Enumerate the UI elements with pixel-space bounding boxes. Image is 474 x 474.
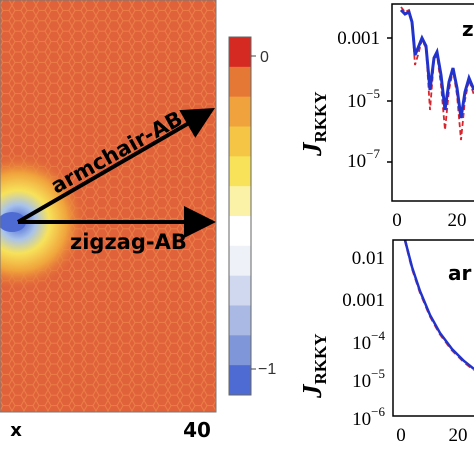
bottom-ytick-5: 10−6 bbox=[352, 404, 385, 430]
top-ytick-2-exp: −5 bbox=[366, 86, 380, 101]
bottom-ytick-4-base: 10 bbox=[352, 371, 371, 392]
top-xtick-0: 0 bbox=[392, 210, 402, 231]
bottom-ylabel-main: J bbox=[297, 383, 327, 399]
colorbar-cell bbox=[229, 275, 251, 306]
colorbar-cell bbox=[229, 305, 251, 336]
bottom-ytick-2: 0.001 bbox=[342, 290, 385, 311]
colorbar-cell bbox=[229, 216, 251, 247]
colorbar-cell bbox=[229, 37, 251, 68]
top-ytick-3-base: 10 bbox=[347, 151, 366, 172]
bottom-xtick-20: 20 bbox=[449, 425, 468, 446]
colorbar-cell bbox=[229, 335, 251, 366]
top-ytick-1: 0.001 bbox=[337, 28, 380, 49]
heatmap-x-tick-left: x bbox=[10, 420, 22, 441]
bottom-blue-curve bbox=[403, 239, 474, 370]
bottom-ytick-1: 0.01 bbox=[352, 248, 385, 269]
colorbar-frame bbox=[228, 36, 252, 396]
bottom-plot: JRKKY 0.01 0.001 10−4 10−5 10−6 0 20 ar bbox=[297, 239, 474, 446]
top-ytick-2-base: 10 bbox=[347, 91, 366, 112]
colorbar-tick-top: 0 bbox=[260, 49, 269, 66]
bottom-ytick-5-base: 10 bbox=[352, 409, 371, 430]
bottom-ylabel: JRKKY bbox=[297, 334, 330, 400]
top-ytick-3-exp: −7 bbox=[366, 146, 380, 161]
colorbar-cell bbox=[229, 66, 251, 98]
colorbar-cell bbox=[229, 186, 251, 217]
bottom-ytick-4-exp: −5 bbox=[371, 366, 385, 381]
bottom-ytick-3-exp: −4 bbox=[371, 328, 385, 343]
top-xtick-20: 20 bbox=[448, 210, 467, 231]
heatmap-frame bbox=[0, 0, 217, 413]
bottom-red-dashed-curve bbox=[403, 239, 474, 371]
colorbar-cell bbox=[229, 126, 251, 157]
top-ylabel-sub: RKKY bbox=[311, 92, 330, 143]
bottom-ytick-3-base: 10 bbox=[352, 333, 371, 354]
top-ytick-3: 10−7 bbox=[347, 146, 380, 172]
armchair-arrow bbox=[16, 107, 215, 224]
top-corner-label: z bbox=[462, 17, 474, 41]
bottom-ytick-4: 10−5 bbox=[352, 366, 385, 392]
top-blue-curve bbox=[399, 8, 474, 119]
colorbar-cell bbox=[229, 245, 251, 277]
colorbar-cell bbox=[229, 96, 251, 127]
bottom-ytick-3: 10−4 bbox=[352, 328, 385, 354]
bottom-ylabel-sub: RKKY bbox=[311, 334, 330, 385]
bottom-xtick-0: 0 bbox=[396, 425, 406, 446]
colorbar-cell bbox=[229, 365, 251, 396]
heatmap-panel: armchair-AB zigzag-AB bbox=[0, 0, 217, 413]
colorbar: 0 −1 bbox=[228, 36, 276, 396]
zigzag-label: zigzag-AB bbox=[70, 230, 187, 254]
heatmap-x-tick-right: 40 bbox=[183, 418, 211, 442]
colorbar-tick-bottom: −1 bbox=[258, 361, 276, 378]
top-ytick-2: 10−5 bbox=[347, 86, 380, 112]
bottom-ytick-5-exp: −6 bbox=[371, 404, 385, 419]
top-ylabel: JRKKY bbox=[297, 92, 330, 158]
top-ylabel-main: J bbox=[297, 141, 327, 157]
top-plot-frame bbox=[391, 3, 474, 202]
bottom-plot-frame bbox=[392, 239, 474, 417]
top-plot: JRKKY 0.001 10−5 10−7 0 20 z bbox=[297, 3, 474, 231]
heatmap-center-core bbox=[0, 212, 26, 232]
bottom-corner-label: ar bbox=[448, 261, 471, 285]
colorbar-cell bbox=[229, 156, 251, 187]
